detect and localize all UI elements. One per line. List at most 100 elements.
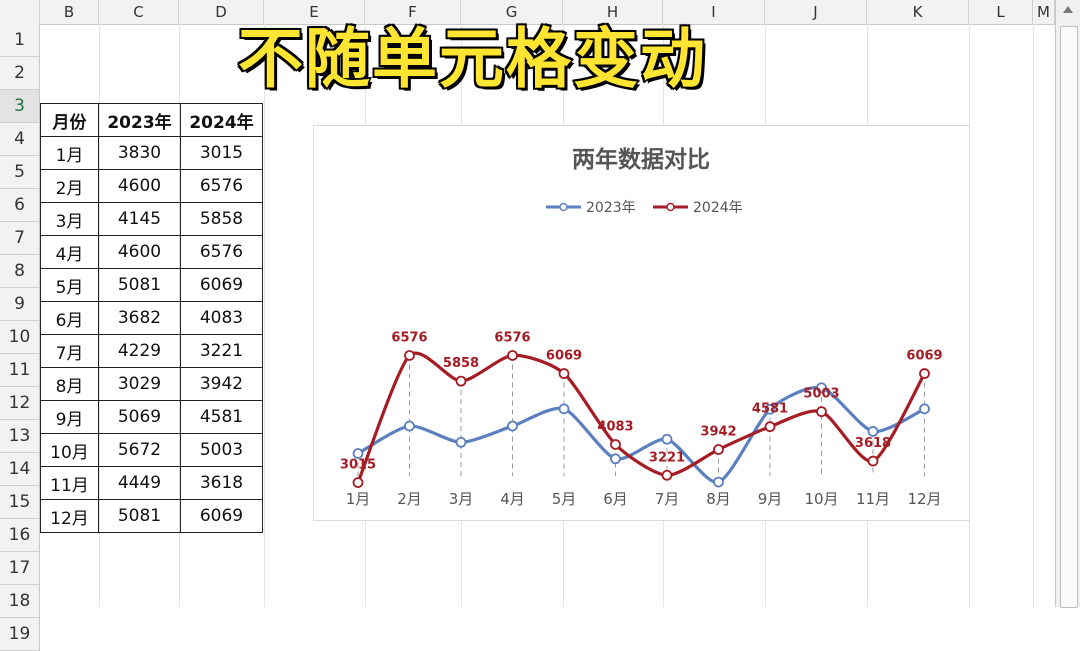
chart-title: 两年数据对比 [572, 146, 710, 173]
row-header-11[interactable]: 11 [0, 354, 40, 387]
data-point [610, 453, 621, 465]
table-cell[interactable]: 3942 [180, 367, 263, 401]
table-cell[interactable]: 6月 [40, 301, 99, 335]
data-label: 3618 [855, 436, 891, 451]
row-header-15[interactable]: 15 [0, 486, 40, 519]
x-tick-label: 5月 [552, 490, 577, 508]
column-header-H[interactable]: H [563, 0, 663, 24]
table-row: 9月 5069 4581 [40, 400, 263, 434]
table-cell[interactable]: 3029 [98, 367, 181, 401]
column-header-J[interactable]: J [765, 0, 867, 24]
table-cell[interactable]: 2月 [40, 169, 99, 203]
table-cell[interactable]: 4581 [180, 400, 263, 434]
row-header-8[interactable]: 8 [0, 255, 40, 288]
row-header-10[interactable]: 10 [0, 321, 40, 354]
table-cell[interactable]: 3830 [98, 136, 181, 170]
row-header-13[interactable]: 13 [0, 420, 40, 453]
series-line-2 [356, 351, 926, 484]
column-header-K[interactable]: K [867, 0, 969, 24]
table-row: 10月 5672 5003 [40, 433, 263, 467]
table-cell[interactable]: 4600 [98, 169, 181, 203]
data-point [713, 476, 724, 488]
column-header-E[interactable]: E [264, 0, 365, 24]
table-header-cell[interactable]: 2023年 [98, 103, 181, 137]
row-header-7[interactable]: 7 [0, 222, 40, 255]
table-cell[interactable]: 7月 [40, 334, 99, 368]
row-header-5[interactable]: 5 [0, 156, 40, 189]
table-cell[interactable]: 4月 [40, 235, 99, 269]
table-cell[interactable]: 5003 [180, 433, 263, 467]
column-header-B[interactable]: B [40, 0, 99, 24]
table-cell[interactable]: 3682 [98, 301, 181, 335]
x-tick-label: 6月 [603, 490, 628, 508]
data-point [816, 382, 827, 394]
table-cell[interactable]: 1月 [40, 136, 99, 170]
table-cell[interactable]: 3月 [40, 202, 99, 236]
data-point [816, 406, 827, 418]
data-point [455, 436, 467, 448]
table-cell[interactable]: 12月 [40, 499, 99, 533]
table-cell[interactable]: 8月 [40, 367, 99, 401]
data-point [455, 375, 467, 387]
column-header-L[interactable]: L [969, 0, 1033, 24]
row-header-6[interactable]: 6 [0, 189, 40, 222]
row-header-12[interactable]: 12 [0, 387, 40, 420]
table-cell[interactable]: 10月 [40, 433, 99, 467]
row-header-4[interactable]: 4 [0, 123, 40, 156]
line-chart: 两年数据对比 2023年 2024年 1月 2月 3月 4月 5月 6月 7月 8月 9月 10月 11月… [340, 146, 943, 508]
table-cell[interactable]: 3618 [180, 466, 263, 500]
row-header-18[interactable]: 18 [0, 585, 40, 618]
table-cell[interactable]: 6576 [180, 235, 263, 269]
column-header-G[interactable]: G [461, 0, 563, 24]
row-header-17[interactable]: 17 [0, 552, 40, 585]
table-cell[interactable]: 5081 [98, 268, 181, 302]
table-cell[interactable]: 6576 [180, 169, 263, 203]
table-cell[interactable]: 4083 [180, 301, 263, 335]
table-cell[interactable]: 3221 [180, 334, 263, 368]
column-header-D[interactable]: D [179, 0, 264, 24]
table-cell[interactable]: 3015 [180, 136, 263, 170]
data-label: 6069 [906, 349, 942, 364]
data-point [919, 403, 930, 415]
table-cell[interactable]: 4229 [98, 334, 181, 368]
table-cell[interactable]: 5081 [98, 499, 181, 533]
table-row: 6月 3682 4083 [40, 301, 263, 335]
corner-select-all[interactable] [0, 0, 40, 24]
table-header-row: 月份 2023年 2024年 [40, 103, 263, 137]
scroll-up-icon[interactable] [1063, 6, 1073, 13]
table-cell[interactable]: 9月 [40, 400, 99, 434]
table-cell[interactable]: 6069 [180, 268, 263, 302]
table-cell[interactable]: 4145 [98, 202, 181, 236]
table-cell[interactable]: 5069 [98, 400, 181, 434]
row-header-2[interactable]: 2 [0, 57, 40, 90]
row-header-1[interactable]: 1 [0, 24, 40, 57]
chart-area[interactable]: 两年数据对比 2023年 2024年 1月 2月 3月 4月 5月 6月 7月 8月 9月 10月 11月… [313, 125, 970, 521]
data-point [352, 448, 364, 459]
table-row: 12月 5081 6069 [40, 499, 263, 533]
table-header-cell[interactable]: 2024年 [180, 103, 263, 137]
data-point [713, 444, 724, 455]
row-header-16[interactable]: 16 [0, 519, 40, 552]
column-header-C[interactable]: C [99, 0, 179, 24]
row-header-19[interactable]: 19 [0, 618, 40, 651]
table-cell[interactable]: 5月 [40, 268, 99, 302]
table-cell[interactable]: 5858 [180, 202, 263, 236]
table-cell[interactable]: 4600 [98, 235, 181, 269]
row-header-3[interactable]: 3 [0, 90, 40, 123]
table-row: 1月 3830 3015 [40, 136, 263, 170]
column-header-I[interactable]: I [663, 0, 765, 24]
scrollbar-thumb[interactable] [1060, 26, 1078, 608]
x-tick-label: 9月 [758, 490, 783, 508]
table-cell[interactable]: 11月 [40, 466, 99, 500]
data-label: 6069 [546, 349, 582, 364]
table-cell[interactable]: 4449 [98, 466, 181, 500]
row-header-14[interactable]: 14 [0, 453, 40, 486]
table-cell[interactable]: 6069 [180, 499, 263, 533]
data-table: 月份 2023年 2024年 1月 3830 3015 2月 4600 6576 3月 4145 58… [40, 103, 263, 533]
vertical-scrollbar[interactable] [1055, 0, 1080, 608]
column-header-F[interactable]: F [365, 0, 461, 24]
table-header-cell[interactable]: 月份 [40, 103, 99, 137]
row-header-9[interactable]: 9 [0, 288, 40, 321]
column-header-M[interactable]: M [1033, 0, 1055, 24]
table-cell[interactable]: 5672 [98, 433, 181, 467]
